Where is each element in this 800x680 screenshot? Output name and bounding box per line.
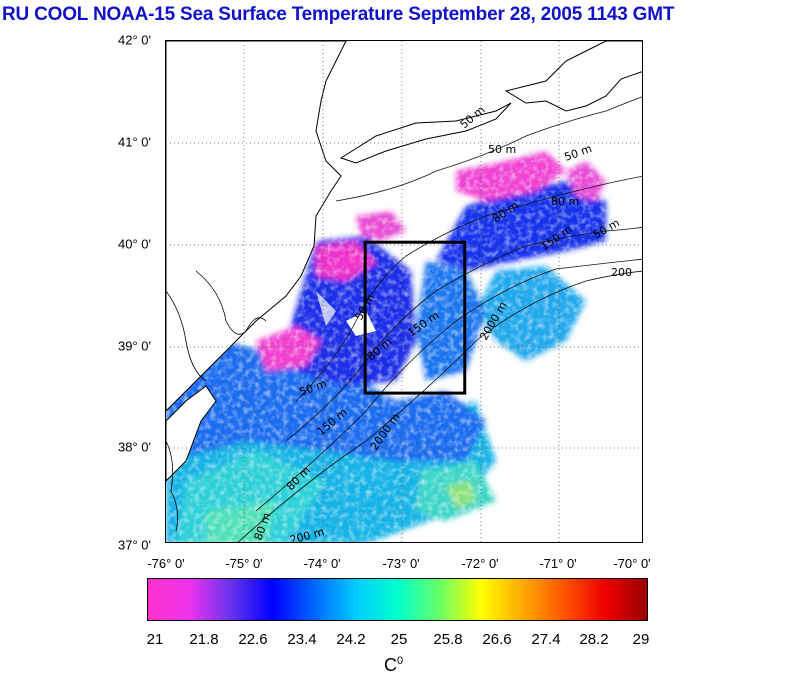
- colorbar-tick: 29: [632, 631, 650, 648]
- colorbar-tick: 23.4: [287, 631, 317, 648]
- lat-label-42: 42° 0': [118, 32, 151, 48]
- map-title: RU COOL NOAA-15 Sea Surface Temperature …: [2, 4, 675, 25]
- colorbar-tick: 25.8: [433, 631, 463, 648]
- lat-label-40: 40° 0': [118, 236, 151, 252]
- coast-detail: [166, 270, 267, 532]
- lon-label-76: -76° 0': [147, 556, 185, 571]
- lat-label-41: 41° 0': [118, 134, 151, 150]
- lon-label-73: -73° 0': [382, 556, 420, 571]
- land: [166, 41, 642, 482]
- contour-label: 200: [611, 266, 632, 279]
- colorbar-tick: 25: [390, 631, 408, 648]
- lon-label-70: -70° 0': [613, 556, 651, 571]
- lat-label-38: 38° 0': [118, 439, 151, 455]
- contour-label: 50 m: [488, 143, 516, 156]
- colorbar-tick: 24.2: [336, 631, 366, 648]
- lon-label-75: -75° 0': [225, 556, 263, 571]
- lon-label-74: -74° 0': [303, 556, 341, 571]
- lat-label-39: 39° 0': [118, 338, 151, 354]
- lat-label-37: 37° 0': [118, 537, 151, 553]
- bathymetry-contours: [237, 96, 642, 542]
- lon-label-72: -72° 0': [461, 556, 499, 571]
- contour-label: 80 m: [551, 195, 579, 208]
- colorbar-tick: 21.8: [189, 631, 219, 648]
- study-area-box: [363, 240, 467, 395]
- lon-label-71: -71° 0': [539, 556, 577, 571]
- colorbar-unit: C0: [384, 655, 404, 675]
- colorbar-tick: 28.2: [579, 631, 609, 648]
- sst-map: 50 m 50 m 50 m 80 m 150 m 200 50 m 80 m …: [165, 40, 643, 543]
- colorbar-tick: 27.4: [531, 631, 561, 648]
- colorbar-tick: 22.6: [238, 631, 268, 648]
- temperature-colorbar: [147, 578, 648, 621]
- colorbar-tick: 26.6: [482, 631, 512, 648]
- colorbar-tick: 21: [146, 631, 164, 648]
